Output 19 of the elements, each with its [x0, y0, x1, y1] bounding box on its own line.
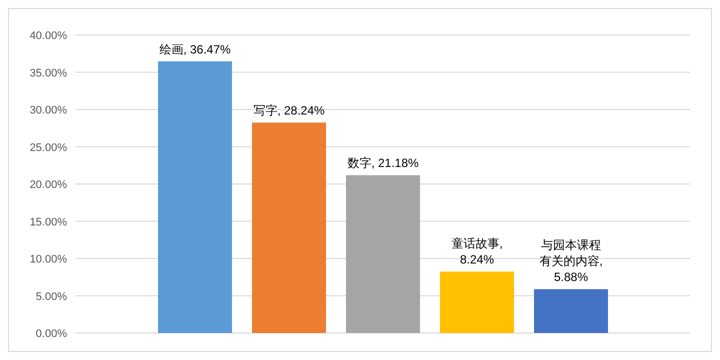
- y-tick-label: 20.00%: [30, 179, 68, 191]
- data-label: 与园本课程有关的内容, 5.88%: [539, 238, 603, 284]
- bar: [158, 61, 232, 333]
- data-label: 写字, 28.24%: [253, 104, 326, 118]
- data-label: 童话故事, 8.24%: [451, 236, 503, 267]
- bar: [346, 175, 420, 333]
- y-tick-label: 0.00%: [36, 328, 68, 340]
- data-label: 数字, 21.18%: [347, 156, 420, 170]
- y-tick-label: 35.00%: [30, 67, 68, 80]
- data-label: 绘画, 36.47%: [159, 42, 232, 56]
- bar: [440, 272, 514, 333]
- y-tick-label: 10.00%: [30, 254, 68, 266]
- bar: [534, 289, 608, 333]
- y-tick-label: 30.00%: [30, 104, 68, 116]
- bar: [252, 122, 326, 333]
- y-tick-label: 25.00%: [30, 142, 68, 154]
- y-tick-label: 40.00%: [30, 30, 68, 42]
- y-tick-label: 5.00%: [36, 290, 68, 303]
- y-tick-label: 15.00%: [30, 216, 68, 228]
